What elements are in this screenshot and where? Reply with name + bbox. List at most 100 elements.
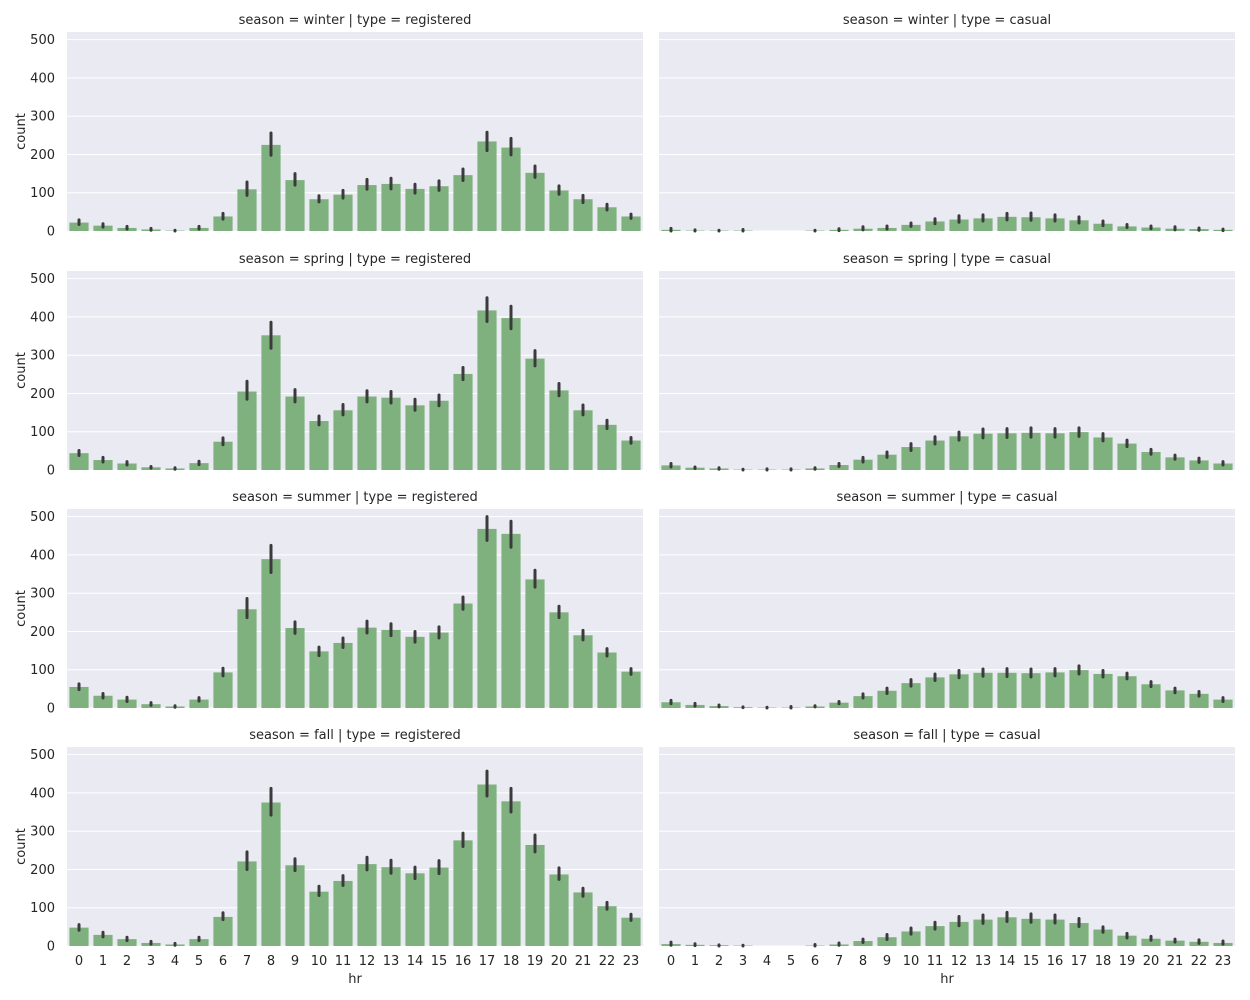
x-tick-label: 19 xyxy=(1119,954,1136,969)
bar xyxy=(877,454,897,470)
x-tick-label: 13 xyxy=(975,954,992,969)
y-tick-label: 300 xyxy=(30,825,55,840)
bar xyxy=(973,433,993,470)
x-tick-label: 10 xyxy=(903,954,920,969)
y-tick-label: 500 xyxy=(30,272,55,287)
bar xyxy=(1141,684,1161,708)
bar xyxy=(1093,223,1113,231)
bar xyxy=(925,221,945,231)
panel-title: season = fall | type = casual xyxy=(853,728,1040,743)
bar xyxy=(117,939,137,946)
x-tick-label: 2 xyxy=(715,954,723,969)
y-tick-label: 0 xyxy=(47,464,55,479)
y-tick-label: 300 xyxy=(30,110,55,125)
bar xyxy=(213,672,233,708)
bar xyxy=(117,699,137,708)
panel-background xyxy=(659,32,1235,231)
bar xyxy=(237,861,257,946)
bar xyxy=(93,460,113,470)
x-tick-label: 18 xyxy=(1095,954,1112,969)
bar xyxy=(213,216,233,231)
bar xyxy=(1045,218,1065,231)
y-tick-label: 400 xyxy=(30,310,55,325)
y-tick-label: 300 xyxy=(30,587,55,602)
x-tick-label: 21 xyxy=(1167,954,1184,969)
bar xyxy=(1045,919,1065,946)
bar xyxy=(357,627,377,708)
bar xyxy=(93,695,113,708)
bar xyxy=(1093,673,1113,708)
bar xyxy=(309,199,329,231)
x-tick-label: 4 xyxy=(763,954,771,969)
bar xyxy=(853,696,873,708)
bar xyxy=(597,652,617,708)
bar xyxy=(573,410,593,470)
bar xyxy=(621,440,641,470)
bar xyxy=(453,373,473,470)
bar xyxy=(949,436,969,470)
panel-title: season = summer | type = casual xyxy=(836,490,1057,505)
y-tick-label: 200 xyxy=(30,387,55,402)
bar xyxy=(189,939,209,946)
x-tick-label: 9 xyxy=(883,954,891,969)
bar xyxy=(549,874,569,946)
y-tick-label: 500 xyxy=(30,510,55,525)
x-tick-label: 20 xyxy=(1143,954,1160,969)
y-tick-label: 300 xyxy=(30,349,55,364)
bar xyxy=(357,864,377,946)
y-tick-label: 100 xyxy=(30,186,55,201)
panel-title: season = fall | type = registered xyxy=(249,728,461,743)
bar xyxy=(69,686,89,708)
bar xyxy=(405,188,425,231)
bar xyxy=(1093,929,1113,946)
x-axis-label: hr xyxy=(940,972,954,987)
bar xyxy=(997,216,1017,231)
bar xyxy=(597,207,617,231)
facet-panel-2: season = spring | type = registered 0 100 2… xyxy=(14,252,643,479)
bar xyxy=(333,194,353,231)
x-tick-label: 5 xyxy=(787,954,795,969)
bar xyxy=(237,609,257,708)
bar xyxy=(429,186,449,231)
bar xyxy=(621,917,641,946)
bar xyxy=(429,400,449,470)
bar xyxy=(525,172,545,231)
panel-background xyxy=(67,747,643,946)
bar xyxy=(1165,690,1185,708)
y-axis-label: count xyxy=(14,590,29,627)
bar xyxy=(949,921,969,946)
bar xyxy=(501,147,521,231)
bar xyxy=(549,390,569,470)
bar xyxy=(1069,432,1089,470)
bar xyxy=(1189,460,1209,470)
bar xyxy=(309,421,329,470)
facet-panel-1: season = winter | type = casual xyxy=(659,13,1235,233)
bar xyxy=(381,183,401,231)
x-tick-label: 5 xyxy=(195,954,203,969)
y-tick-label: 400 xyxy=(30,786,55,801)
bar xyxy=(925,677,945,708)
bar xyxy=(477,310,497,470)
bar xyxy=(429,867,449,946)
panel-title: season = spring | type = registered xyxy=(239,252,471,267)
x-tick-label: 9 xyxy=(291,954,299,969)
bar xyxy=(285,865,305,946)
y-axis-label: count xyxy=(14,828,29,865)
x-tick-label: 0 xyxy=(667,954,675,969)
bar xyxy=(877,690,897,708)
x-axis-label: hr xyxy=(348,972,362,987)
x-tick-label: 1 xyxy=(99,954,107,969)
bar xyxy=(621,671,641,708)
y-tick-label: 0 xyxy=(47,702,55,717)
bar xyxy=(501,801,521,946)
panel-background xyxy=(659,509,1235,708)
x-tick-label: 15 xyxy=(1023,954,1040,969)
y-tick-label: 500 xyxy=(30,33,55,48)
y-tick-label: 0 xyxy=(47,225,55,240)
bar xyxy=(189,699,209,708)
bar xyxy=(597,424,617,470)
bar xyxy=(829,702,849,708)
bar xyxy=(853,459,873,470)
y-tick-label: 200 xyxy=(30,148,55,163)
bar xyxy=(1165,457,1185,470)
